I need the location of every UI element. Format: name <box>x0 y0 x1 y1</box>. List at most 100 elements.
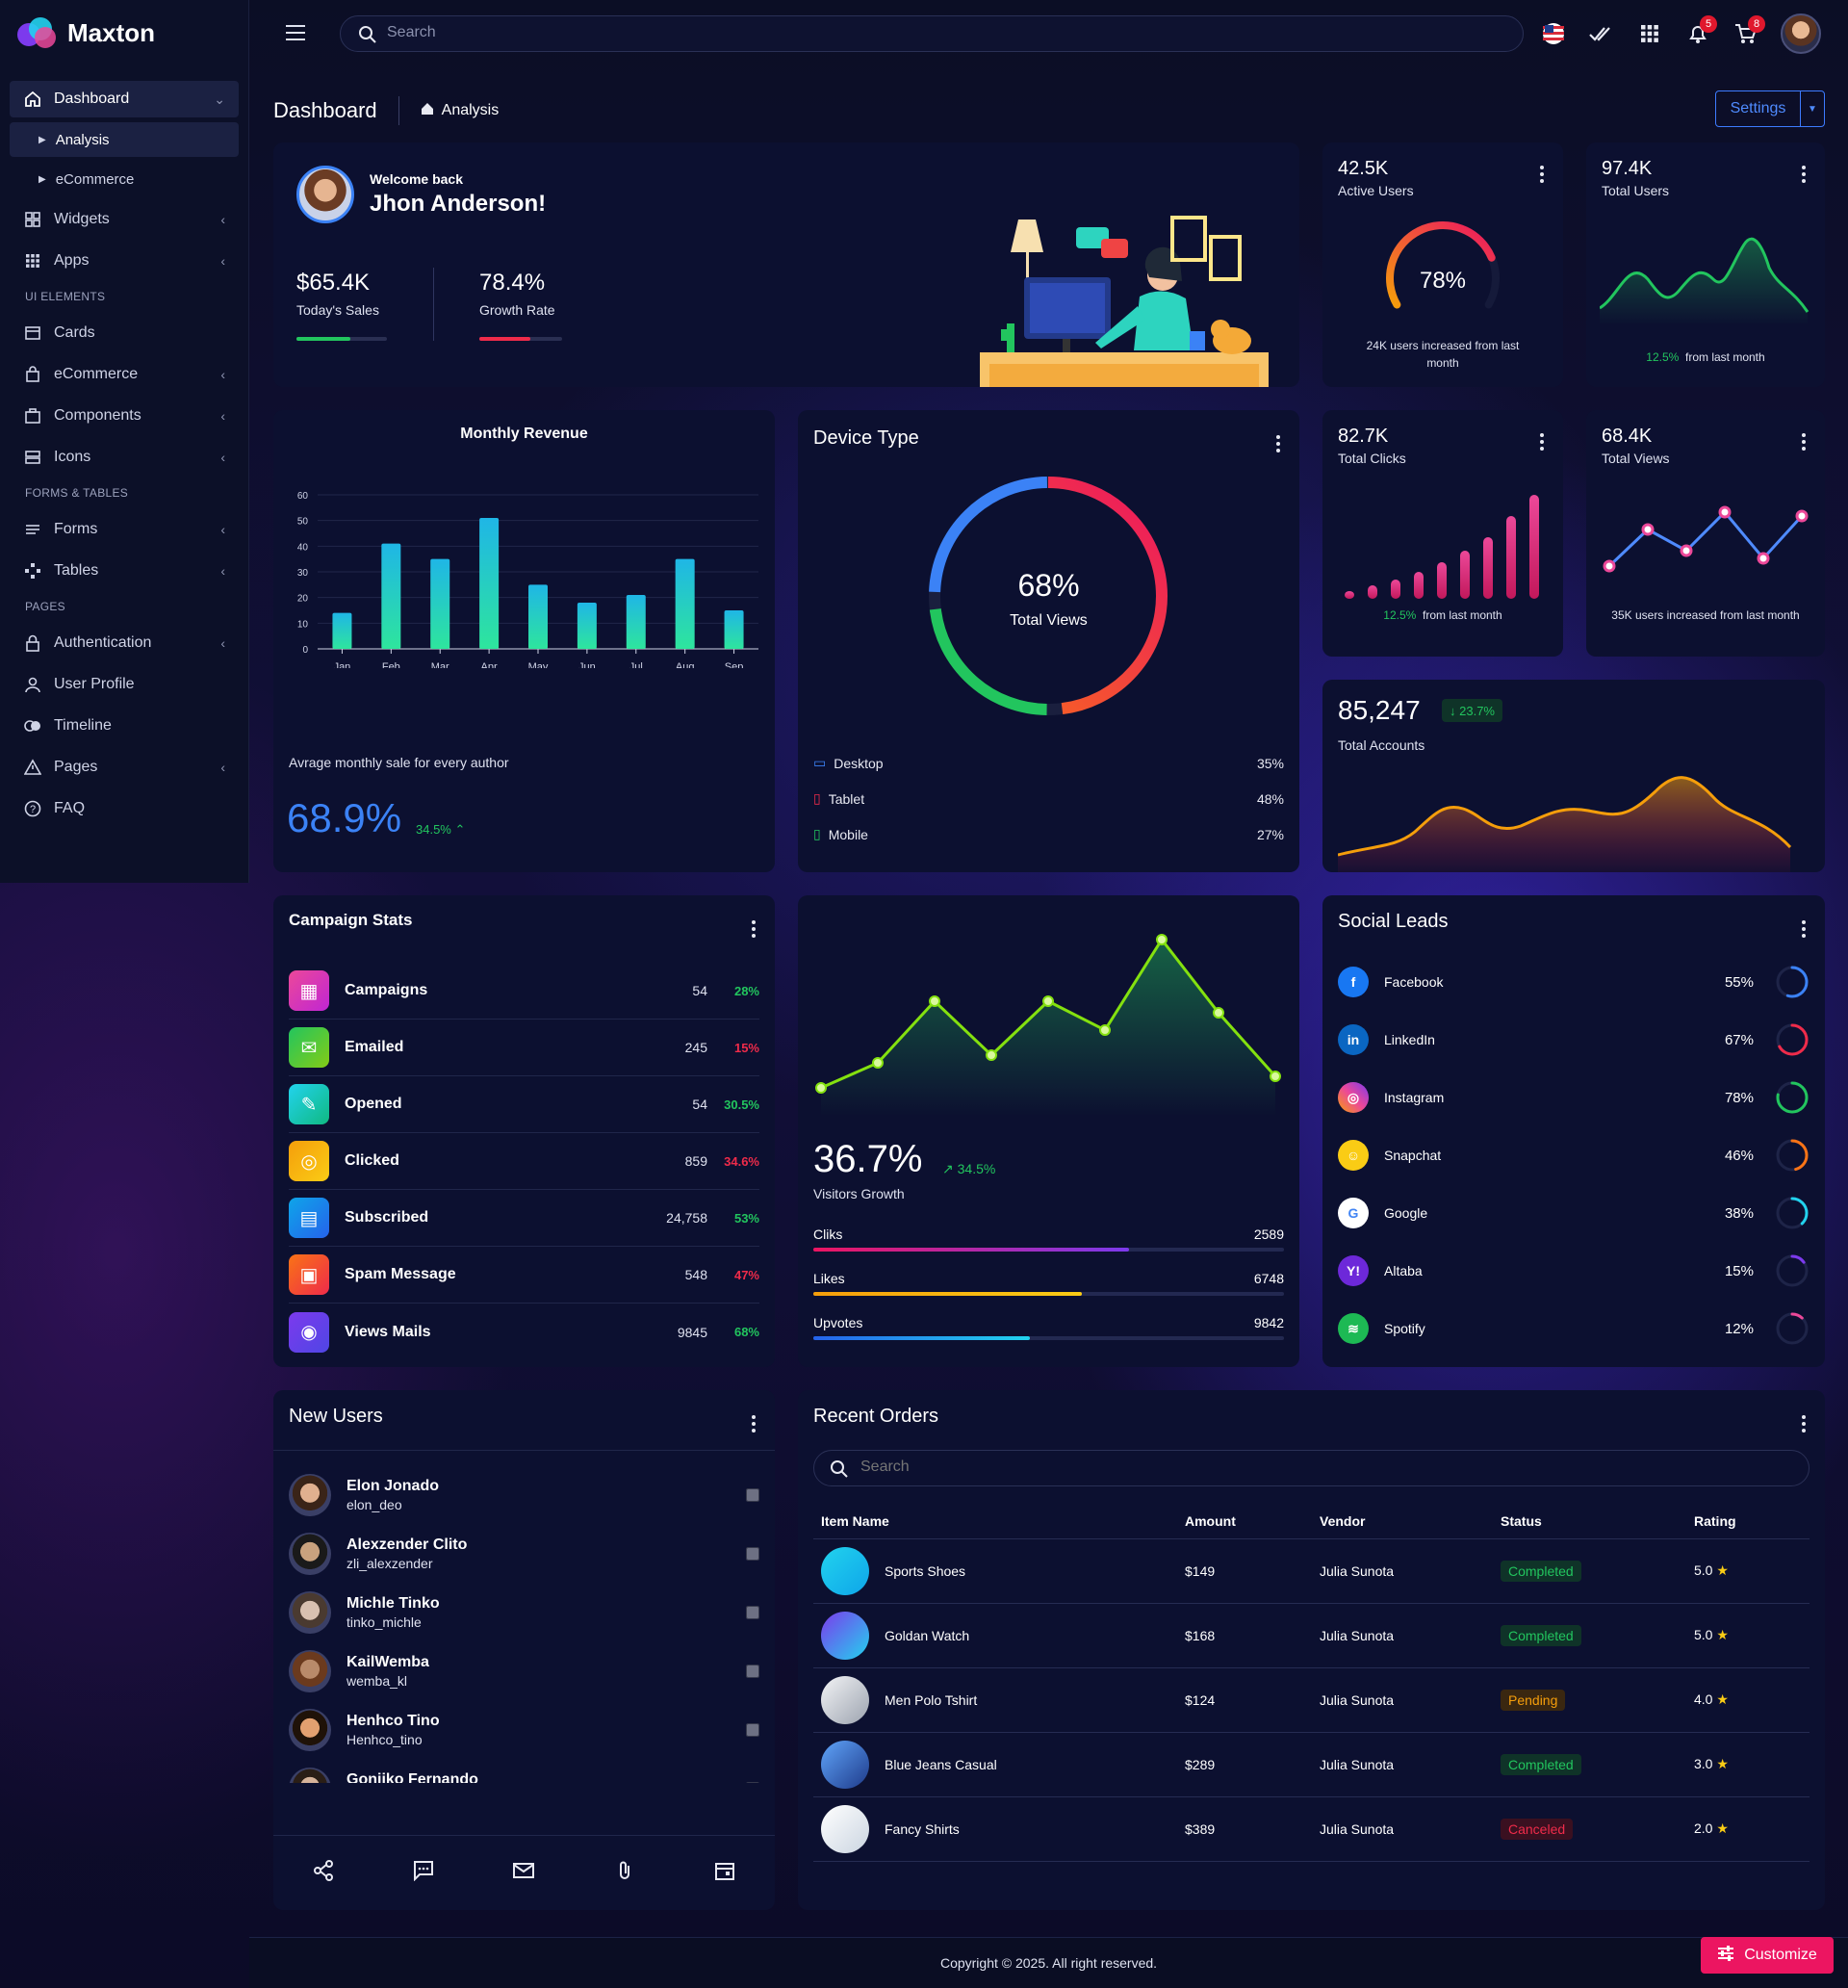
more-options-icon[interactable] <box>1802 920 1806 941</box>
campaign-name: Spam Message <box>345 1266 456 1282</box>
help-icon: ? <box>23 799 42 818</box>
product-thumbnail <box>821 1675 869 1724</box>
user-select-checkbox[interactable] <box>746 1487 759 1502</box>
mail-icon[interactable] <box>513 1860 535 1885</box>
more-options-icon[interactable] <box>1802 166 1806 186</box>
more-options-icon[interactable] <box>1802 433 1806 453</box>
sidebar-item-label: Components <box>54 407 141 424</box>
sidebar-item-label: FAQ <box>54 800 86 816</box>
user-select-checkbox[interactable] <box>746 1722 759 1737</box>
sidebar-item-timeline[interactable]: Timeline <box>10 708 239 744</box>
more-options-icon[interactable] <box>752 1415 756 1435</box>
sidebar-subitem-analysis[interactable]: ▶ Analysis <box>10 122 239 157</box>
product-thumbnail <box>821 1804 869 1853</box>
table-row[interactable]: Goldan Watch $168 Julia Sunota Completed… <box>813 1603 1810 1667</box>
caret-down-icon[interactable]: ▼ <box>1808 103 1817 115</box>
more-options-icon[interactable] <box>1802 1415 1806 1435</box>
item-name: Men Polo Tshirt <box>885 1691 978 1708</box>
amount: $389 <box>1185 1820 1216 1837</box>
sidebar-item-user-profile[interactable]: User Profile <box>10 666 239 703</box>
double-check-icon[interactable] <box>1588 20 1615 47</box>
col-rating[interactable]: Rating <box>1694 1512 1736 1529</box>
visitors-growth-card: 36.7% ↗ 34.5% Visitors Growth Cliks 2589 … <box>798 895 1299 1367</box>
cart-icon[interactable]: 8 <box>1732 15 1765 47</box>
item-name: Sports Shoes <box>885 1562 966 1579</box>
menu-toggle-icon[interactable] <box>286 25 305 45</box>
total-users-change: 12.5% from last month <box>1646 350 1765 364</box>
user-select-checkbox[interactable] <box>746 1546 759 1561</box>
more-options-icon[interactable] <box>1540 166 1544 186</box>
sidebar-item-ecommerce[interactable]: eCommerce ‹ <box>10 356 239 393</box>
social-ring <box>1776 1197 1809 1229</box>
amount: $149 <box>1185 1562 1216 1579</box>
search-input[interactable] <box>387 24 1446 41</box>
share-icon[interactable] <box>313 1860 334 1885</box>
table-row[interactable]: Sports Shoes $149 Julia Sunota Completed… <box>813 1538 1810 1603</box>
user-select-checkbox[interactable] <box>746 1664 759 1678</box>
sidebar-item-icons[interactable]: Icons ‹ <box>10 439 239 476</box>
star-icon: ★ <box>1716 1562 1729 1578</box>
progress-label: Upvotes <box>813 1315 863 1330</box>
list-item[interactable]: Alexzender Clito zli_alexzender <box>289 1524 759 1583</box>
device-percent: 68% <box>1017 568 1080 603</box>
sidebar-item-pages[interactable]: Pages ‹ <box>10 749 239 786</box>
sidebar-item-faq[interactable]: ? FAQ <box>10 790 239 827</box>
calendar-icon[interactable] <box>714 1860 735 1885</box>
sidebar-item-cards[interactable]: Cards <box>10 315 239 351</box>
total-clicks-label: Total Clicks <box>1338 451 1406 466</box>
sidebar-item-authentication[interactable]: Authentication ‹ <box>10 625 239 661</box>
desktop-icon: ▭ <box>813 755 827 770</box>
brand-logo[interactable]: Maxton <box>17 17 155 48</box>
customize-button[interactable]: Customize <box>1701 1937 1834 1974</box>
active-users-label: Active Users <box>1338 183 1414 198</box>
settings-button[interactable]: Settings ▼ <box>1715 90 1825 127</box>
apps-grid-icon[interactable] <box>1636 20 1663 47</box>
home-icon[interactable] <box>421 102 434 120</box>
sidebar-item-widgets[interactable]: Widgets ‹ <box>10 201 239 238</box>
sidebar-item-label: Icons <box>54 449 91 465</box>
col-item-name[interactable]: Item Name <box>821 1512 889 1529</box>
orders-search[interactable] <box>813 1450 1810 1486</box>
breadcrumb-current: Analysis <box>441 102 500 118</box>
search-icon <box>358 25 377 48</box>
sidebar-item-apps[interactable]: Apps ‹ <box>10 243 239 279</box>
notification-bell-icon[interactable]: 5 <box>1684 15 1717 47</box>
list-item[interactable]: Michle Tinko tinko_michle <box>289 1583 759 1641</box>
col-amount[interactable]: Amount <box>1185 1512 1236 1529</box>
user-select-checkbox[interactable] <box>746 1781 759 1783</box>
col-vendor[interactable]: Vendor <box>1320 1512 1366 1529</box>
sidebar-item-dashboard[interactable]: Dashboard ⌄ <box>10 81 239 117</box>
welcome-avatar <box>296 166 354 223</box>
list-item[interactable]: Elon Jonado elon_deo <box>289 1465 759 1524</box>
table-row[interactable]: Blue Jeans Casual $289 Julia Sunota Comp… <box>813 1732 1810 1796</box>
caret-right-icon: ▶ <box>38 173 46 185</box>
user-avatar[interactable] <box>1781 13 1821 54</box>
progress-value: 2589 <box>1253 1226 1284 1242</box>
more-options-icon[interactable] <box>1540 433 1544 453</box>
language-flag-icon[interactable] <box>1540 20 1567 47</box>
recent-orders-card: Recent Orders Item Name Amount Vendor St… <box>798 1390 1825 1910</box>
sidebar-item-forms[interactable]: Forms ‹ <box>10 511 239 548</box>
social-percent: 46% <box>1724 1147 1754 1164</box>
sidebar-subitem-ecommerce[interactable]: ▶ eCommerce <box>10 162 239 196</box>
attachment-icon[interactable] <box>614 1860 635 1885</box>
table-row[interactable]: Men Polo Tshirt $124 Julia Sunota Pendin… <box>813 1667 1810 1732</box>
campaign-percent: 47% <box>733 1267 759 1282</box>
total-clicks-card: 82.7K Total Clicks 12.5% from last month <box>1322 410 1563 657</box>
more-options-icon[interactable] <box>1276 435 1280 455</box>
table-row[interactable]: Fancy Shirts $389 Julia Sunota Canceled … <box>813 1796 1810 1861</box>
orders-search-input[interactable] <box>860 1459 1784 1476</box>
sidebar-item-label: Apps <box>54 252 90 269</box>
sidebar-item-components[interactable]: Components ‹ <box>10 398 239 434</box>
chat-icon[interactable] <box>413 1860 434 1885</box>
global-search[interactable] <box>340 15 1524 52</box>
user-select-checkbox[interactable] <box>746 1605 759 1619</box>
campaign-name: Emailed <box>345 1039 404 1055</box>
list-item[interactable]: Gonjiko Fernandogonjiko_fernando <box>289 1759 759 1783</box>
list-item[interactable]: KailWemba wemba_kl <box>289 1641 759 1700</box>
list-item[interactable]: Henhco Tino Henhco_tino <box>289 1700 759 1759</box>
sidebar-item-tables[interactable]: Tables ‹ <box>10 553 239 589</box>
more-options-icon[interactable] <box>752 920 756 941</box>
list-item: G Google 38% <box>1338 1184 1810 1242</box>
col-status[interactable]: Status <box>1501 1512 1542 1529</box>
